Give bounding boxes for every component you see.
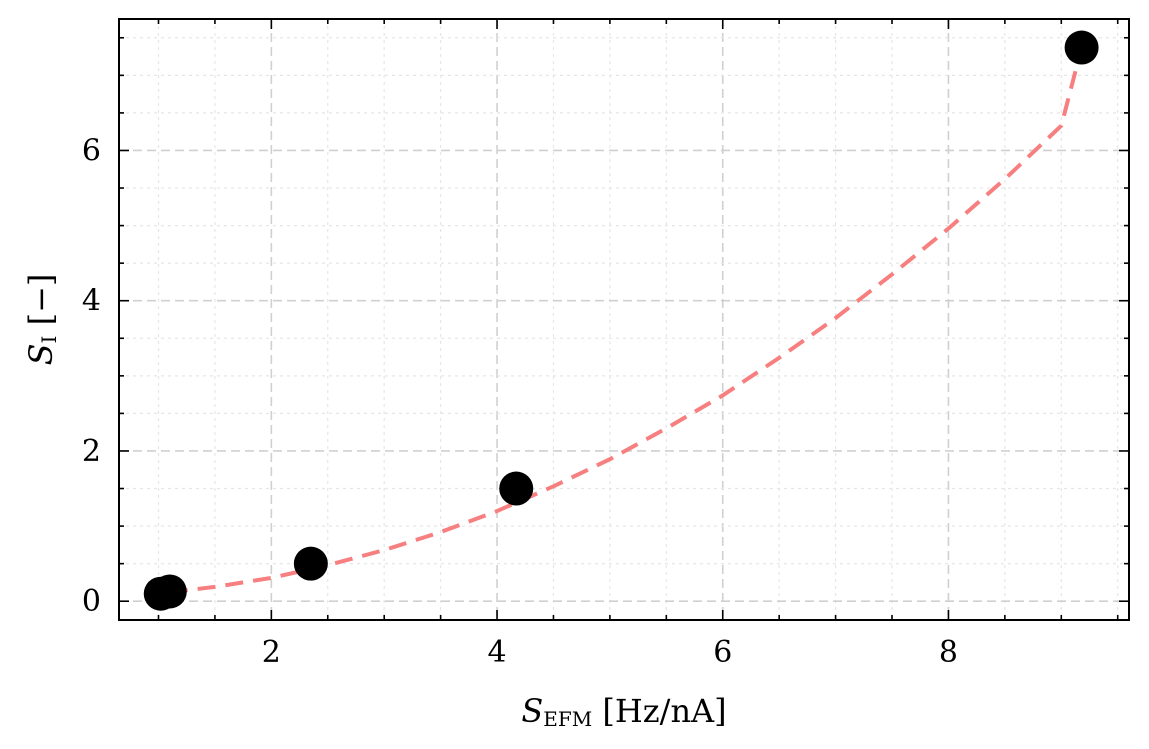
fit-curve bbox=[169, 46, 1084, 595]
y-axis-label-subscript: I bbox=[37, 336, 61, 344]
x-axis-label-unit: [Hz/nA] bbox=[592, 692, 726, 730]
y-tick-label: 2 bbox=[82, 434, 101, 469]
grid-lines bbox=[119, 19, 1129, 620]
x-axis-label-subscript: EFM bbox=[543, 707, 592, 731]
data-point bbox=[152, 574, 187, 609]
data-point bbox=[499, 471, 534, 506]
tick-labels: 2 4 6 8 0 2 4 6 bbox=[82, 133, 958, 670]
y-tick-label: 6 bbox=[82, 133, 101, 168]
x-axis-label-symbol: S bbox=[521, 692, 543, 730]
x-axis-label: SEFM [Hz/nA] bbox=[521, 692, 726, 731]
x-tick-label: 2 bbox=[262, 635, 281, 670]
data-point bbox=[293, 546, 328, 581]
y-axis-label-symbol: S bbox=[22, 343, 60, 365]
x-tick-label: 8 bbox=[939, 635, 958, 670]
y-tick-label: 4 bbox=[82, 284, 101, 319]
data-point bbox=[1064, 30, 1099, 65]
plot-frame bbox=[118, 18, 1130, 621]
axis-ticks bbox=[119, 19, 1129, 620]
x-tick-label: 6 bbox=[713, 635, 732, 670]
y-axis-label: SI [−] bbox=[22, 274, 61, 366]
x-tick-label: 4 bbox=[487, 635, 506, 670]
plot-data bbox=[143, 30, 1099, 611]
y-axis-label-unit: [−] bbox=[22, 274, 60, 336]
y-tick-label: 0 bbox=[82, 584, 101, 619]
